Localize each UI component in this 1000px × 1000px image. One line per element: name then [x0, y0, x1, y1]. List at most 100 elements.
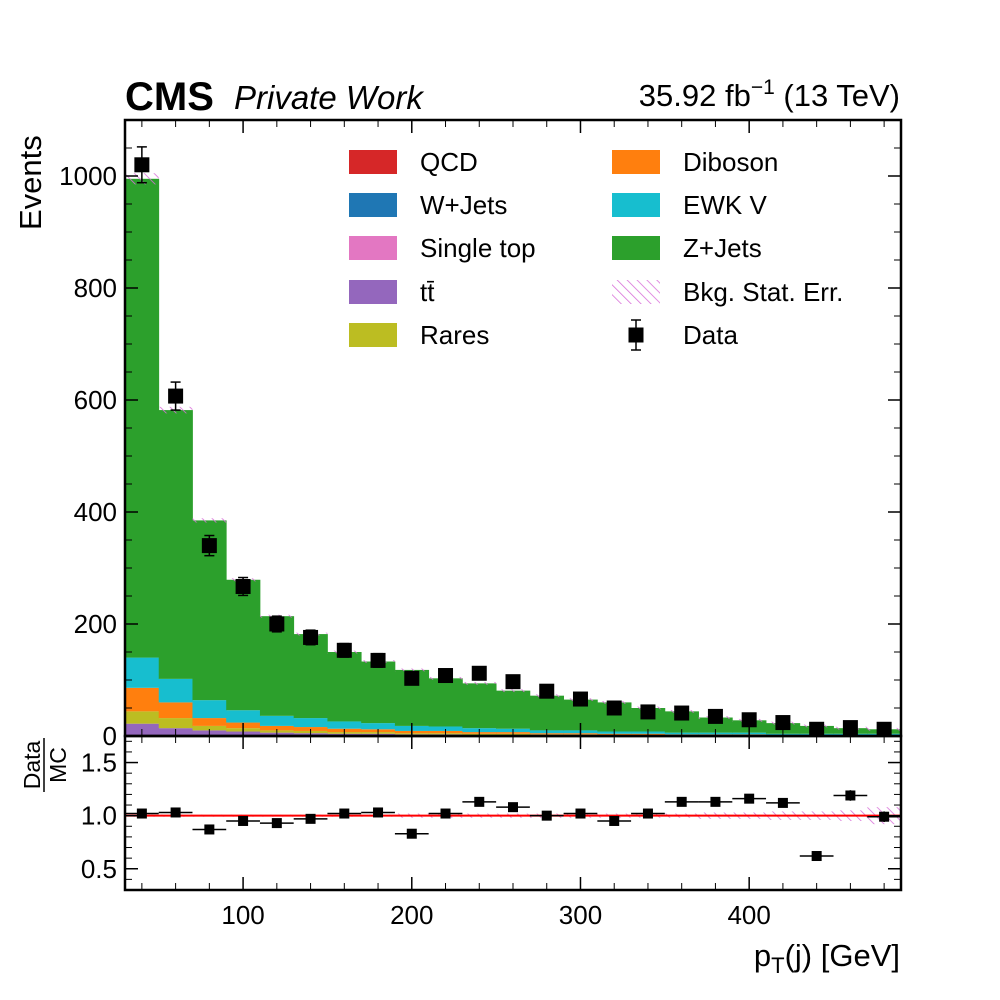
- data-points: [134, 146, 892, 737]
- luminosity-label: 35.92 fb−1 (13 TeV): [639, 76, 900, 113]
- legend-label-z-jets: Z+Jets: [683, 233, 762, 263]
- stat-band-2: [192, 518, 227, 523]
- y-tick-label: 600: [74, 385, 117, 415]
- y-tick-label: 1000: [59, 161, 117, 191]
- ratio-y-axis: 0.5 1.0 1.5: [81, 740, 901, 884]
- data-point-2: [201, 538, 217, 554]
- lumi-value: 35.92 fb: [639, 78, 751, 113]
- legend-label-single-top: Single top: [420, 233, 536, 263]
- ratio-point-18: [744, 793, 755, 804]
- ratio-point-9: [440, 808, 451, 819]
- ratio-y-tick-label: 0.5: [81, 854, 117, 884]
- bar-z-jets-4: [259, 616, 295, 716]
- bar-z-jets-17: [698, 717, 733, 733]
- ratio-point-13: [575, 808, 586, 819]
- bar-z-jets-10: [462, 683, 497, 729]
- bar-z-jets-11: [496, 690, 531, 729]
- ratio-points: [125, 790, 901, 862]
- lumi-exponent: −1: [751, 76, 775, 99]
- ratio-point-8: [406, 828, 417, 839]
- bar-ewk-v-4: [259, 715, 295, 726]
- legend-label-rares: Rares: [420, 320, 489, 350]
- legend-label-qcd: QCD: [420, 147, 478, 177]
- bar-diboson-4: [259, 725, 295, 731]
- data-point-7: [370, 652, 386, 668]
- bar-z-jets-1: [158, 410, 193, 679]
- y-tick-label: 800: [74, 273, 117, 303]
- legend-label-ewk-v: EWK V: [683, 190, 767, 220]
- ratio-point-3: [238, 815, 249, 826]
- x-tick-label: 300: [559, 900, 602, 930]
- data-point-10: [471, 665, 487, 681]
- data-point-12: [539, 683, 555, 699]
- data-point-13: [572, 691, 588, 707]
- ratio-point-19: [777, 797, 788, 808]
- ratio-point-17: [710, 796, 721, 807]
- bar-z-jets-15: [631, 708, 666, 732]
- legend-swatch-w-jets: [349, 193, 397, 217]
- bar-ewk-v-6: [327, 721, 362, 729]
- legend-swatch-rares: [349, 323, 397, 347]
- legend-marker-data: [628, 327, 644, 343]
- data-point-18: [741, 712, 757, 728]
- data-point-4: [269, 616, 285, 632]
- bar-ewk-v-1: [158, 678, 193, 703]
- ratio-point-1: [170, 807, 181, 818]
- data-point-8: [404, 670, 420, 686]
- bar-z-jets-3: [226, 579, 261, 711]
- ratio-point-10: [474, 796, 485, 807]
- legend-label-diboson: Diboson: [683, 147, 778, 177]
- data-point-14: [606, 700, 622, 716]
- y-tick-label: 400: [74, 497, 117, 527]
- bar-ewk-v-2: [192, 700, 227, 719]
- bar-z-jets-12: [529, 695, 565, 731]
- ratio-y-label: Data MC: [19, 738, 71, 792]
- ratio-point-7: [373, 807, 384, 818]
- legend-label-bkg-stat-err-: Bkg. Stat. Err.: [683, 277, 843, 307]
- data-point-19: [775, 715, 791, 731]
- ratio-point-6: [339, 808, 350, 819]
- y-tick-label: 0: [103, 721, 117, 751]
- ratio-point-2: [204, 824, 215, 835]
- ratio-point-5: [305, 813, 316, 824]
- legend-swatch-diboson: [612, 150, 660, 174]
- data-point-3: [235, 578, 251, 594]
- data-point-16: [674, 705, 690, 721]
- ratio-point-20: [811, 851, 822, 862]
- energy-label: (13 TeV): [783, 78, 900, 113]
- ratio-point-22: [879, 811, 890, 822]
- legend-swatch-stat-err: [612, 280, 660, 304]
- stat-band-8: [394, 668, 429, 672]
- ratio-y-tick-label: 1.0: [81, 801, 117, 831]
- bar-ewk-v-0: [125, 657, 160, 688]
- data-point-17: [707, 708, 723, 724]
- ratio-point-16: [676, 796, 687, 807]
- legend-swatch-z-jets: [612, 236, 660, 260]
- legend: QCD W+Jets Single top tt̄ Rares Diboson EWK V Z…: [349, 147, 843, 351]
- legend-label-w-jets: W+Jets: [420, 190, 507, 220]
- x-tick-label: 100: [221, 900, 264, 930]
- bar-diboson-1: [158, 702, 193, 719]
- bar-z-jets-7: [361, 661, 396, 724]
- bar-ewk-v-5: [293, 718, 328, 728]
- ratio-label-denominator: MC: [45, 747, 71, 783]
- ratio-y-tick-label: 1.5: [81, 748, 117, 778]
- bar-ewk-v-3: [226, 710, 261, 723]
- bar-ewk-v-9: [428, 726, 463, 731]
- data-point-6: [336, 642, 352, 658]
- ratio-point-15: [642, 808, 653, 819]
- legend-swatch-tt-: [349, 280, 397, 304]
- legend-swatch-qcd: [349, 150, 397, 174]
- y-tick-label: 200: [74, 609, 117, 639]
- data-point-9: [438, 668, 454, 684]
- data-point-0: [134, 157, 150, 173]
- legend-label-data: Data: [683, 320, 738, 350]
- ratio-point-12: [541, 810, 552, 821]
- stat-band-11: [496, 689, 530, 693]
- main-y-axis: 0 200 400 600 800 1000: [59, 119, 901, 751]
- main-x-ticks: [141, 120, 885, 736]
- data-point-1: [168, 388, 184, 404]
- ratio-point-4: [271, 818, 282, 829]
- data-point-21: [842, 720, 858, 736]
